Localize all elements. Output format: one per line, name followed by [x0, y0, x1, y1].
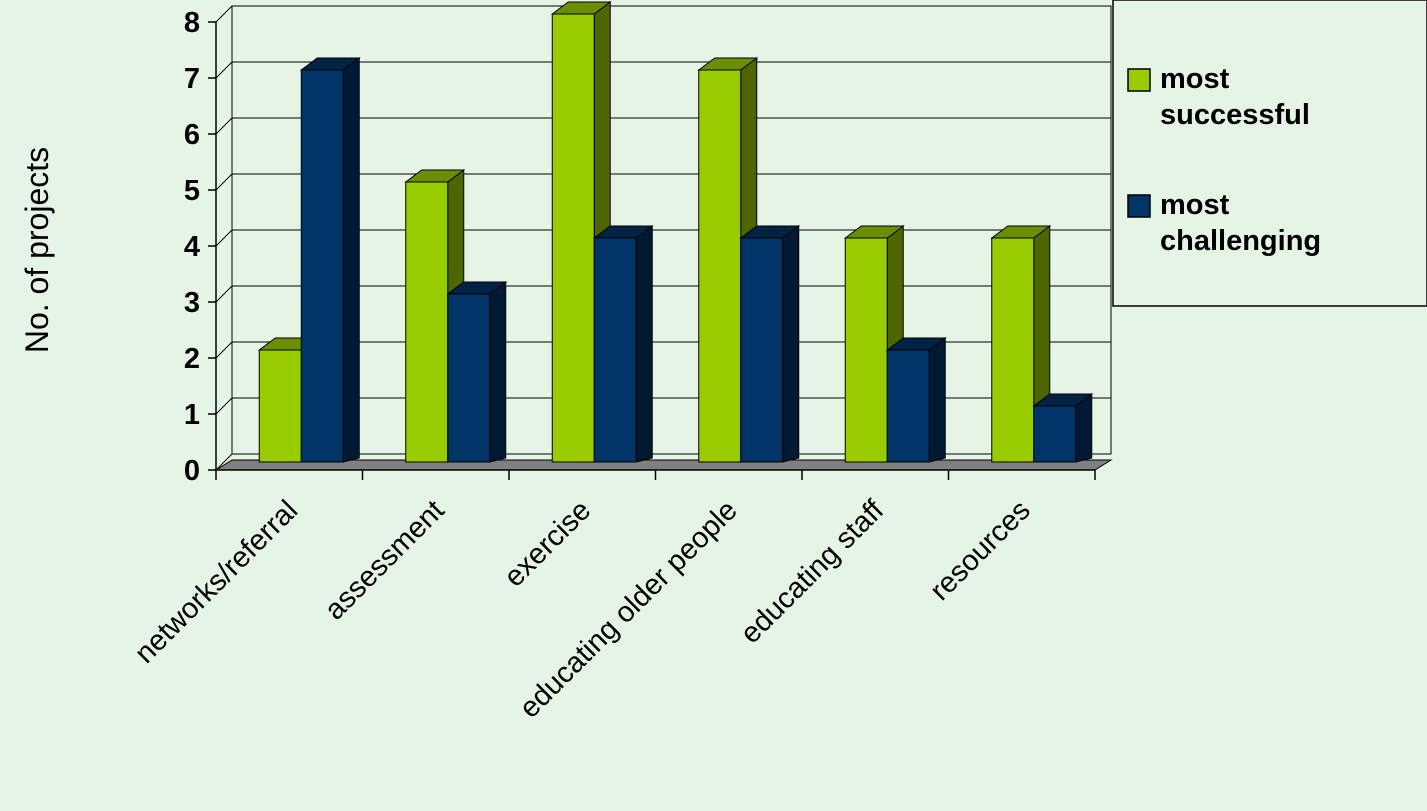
bar-front [844, 237, 888, 463]
bars [257, 1, 1094, 463]
bar-front [740, 237, 784, 463]
y-tick-label: 5 [184, 175, 200, 207]
legend-label: most [1160, 63, 1230, 95]
y-tick-label: 6 [184, 119, 200, 151]
bar-front [405, 181, 449, 463]
bar [1032, 393, 1094, 463]
legend-swatch [1127, 194, 1151, 218]
bar [739, 225, 801, 463]
floor [214, 459, 1113, 471]
y-tick-labels: 0 1 2 3 4 5 6 7 8 [184, 7, 200, 487]
legend: most successful most challenging [1112, 0, 1427, 307]
side-wall-line [215, 341, 233, 359]
bar-front [698, 69, 742, 463]
legend-label: challenging [1160, 225, 1321, 257]
side-wall-line [215, 173, 233, 191]
side-wall-line [215, 229, 233, 247]
bar-side [489, 281, 507, 463]
bar-front [300, 69, 344, 463]
legend-box [1112, 0, 1427, 307]
y-tick-label: 8 [184, 7, 200, 39]
bar-front [991, 237, 1035, 463]
side-wall-line [215, 453, 233, 471]
legend-swatch [1127, 68, 1151, 92]
bar-side [782, 225, 800, 463]
bar-side [635, 225, 653, 463]
axes [208, 21, 1096, 480]
bar [885, 337, 947, 463]
bar-front [886, 349, 930, 463]
y-tick-label: 2 [184, 343, 200, 375]
legend-label: successful [1160, 99, 1310, 131]
bar-front [1033, 405, 1077, 463]
bar-front [447, 293, 491, 463]
y-tick-label: 0 [184, 455, 200, 487]
side-wall-line [215, 285, 233, 303]
side-wall-line [215, 397, 233, 415]
bar-front [593, 237, 637, 463]
bar-side [928, 337, 946, 463]
bar [446, 281, 508, 463]
y-tick-label: 3 [184, 287, 200, 319]
side-wall-line [215, 117, 233, 135]
bar [592, 225, 654, 463]
bar [299, 57, 361, 463]
chart-floor [214, 459, 1113, 471]
side-wall-line [215, 61, 233, 79]
bar-side [342, 57, 360, 463]
y-axis-label: No. of projects [19, 147, 55, 353]
y-tick-label: 1 [184, 399, 200, 431]
legend-label: most [1160, 189, 1230, 221]
y-tick-label: 7 [184, 63, 200, 95]
gridlines [215, 5, 1111, 471]
bar-front [551, 13, 595, 463]
side-wall-line [215, 5, 233, 23]
y-tick-label: 4 [184, 231, 200, 263]
bar-front [258, 349, 302, 463]
